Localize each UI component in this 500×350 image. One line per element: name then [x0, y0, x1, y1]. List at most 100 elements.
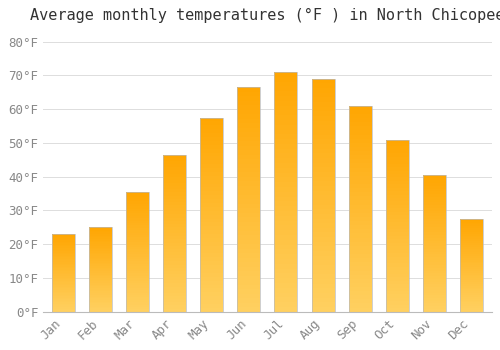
Bar	[164, 230, 186, 233]
Bar	[348, 275, 372, 279]
Bar	[386, 260, 408, 264]
Bar	[238, 159, 260, 163]
Bar	[422, 252, 446, 254]
Bar	[274, 77, 297, 82]
Bar	[386, 215, 408, 219]
Bar	[238, 199, 260, 204]
Bar	[312, 209, 334, 214]
Bar	[52, 237, 75, 239]
Bar	[89, 305, 112, 307]
Bar	[460, 273, 483, 274]
Bar	[164, 193, 186, 196]
Bar	[312, 181, 334, 186]
Bar	[238, 110, 260, 114]
Bar	[89, 241, 112, 243]
Bar	[422, 273, 446, 276]
Bar	[422, 230, 446, 232]
Bar	[89, 280, 112, 281]
Bar	[460, 236, 483, 237]
Bar	[164, 261, 186, 265]
Bar	[460, 291, 483, 293]
Bar	[422, 301, 446, 303]
Bar	[386, 305, 408, 308]
Bar	[422, 262, 446, 265]
Bar	[164, 265, 186, 268]
Bar	[422, 216, 446, 219]
Bar	[200, 226, 224, 230]
Bar	[126, 268, 149, 271]
Bar	[89, 296, 112, 298]
Bar	[422, 271, 446, 273]
Bar	[89, 295, 112, 296]
Bar	[422, 178, 446, 181]
Bar	[238, 128, 260, 132]
Bar	[312, 260, 334, 265]
Bar	[52, 309, 75, 310]
Bar	[126, 218, 149, 220]
Bar	[126, 266, 149, 268]
Bar	[312, 246, 334, 251]
Bar	[274, 101, 297, 106]
Bar	[126, 288, 149, 290]
Bar	[312, 107, 334, 111]
Bar	[164, 199, 186, 202]
Bar	[274, 249, 297, 254]
Bar	[126, 281, 149, 283]
Bar	[52, 288, 75, 290]
Bar	[200, 265, 224, 269]
Bar	[274, 302, 297, 307]
Bar	[348, 250, 372, 254]
Bar	[460, 258, 483, 260]
Bar	[89, 246, 112, 247]
Bar	[274, 211, 297, 216]
Bar	[348, 151, 372, 155]
Bar	[238, 294, 260, 298]
Bar	[312, 79, 334, 312]
Bar	[126, 283, 149, 285]
Bar	[348, 122, 372, 126]
Bar	[348, 229, 372, 233]
Bar	[52, 268, 75, 270]
Bar	[386, 250, 408, 253]
Bar	[348, 143, 372, 147]
Bar	[274, 235, 297, 240]
Bar	[460, 232, 483, 234]
Bar	[348, 155, 372, 159]
Bar	[274, 144, 297, 149]
Bar	[348, 180, 372, 184]
Bar	[164, 161, 186, 164]
Bar	[238, 307, 260, 312]
Bar	[52, 250, 75, 251]
Bar	[164, 233, 186, 236]
Bar	[386, 205, 408, 208]
Bar	[312, 190, 334, 195]
Bar	[348, 184, 372, 188]
Bar	[312, 256, 334, 260]
Bar	[126, 199, 149, 202]
Bar	[422, 276, 446, 279]
Bar	[422, 254, 446, 257]
Bar	[89, 258, 112, 259]
Bar	[238, 119, 260, 123]
Bar	[52, 273, 75, 274]
Bar	[348, 114, 372, 118]
Bar	[52, 246, 75, 248]
Bar	[422, 197, 446, 199]
Bar	[164, 268, 186, 271]
Bar	[312, 223, 334, 228]
Bar	[200, 218, 224, 222]
Bar	[460, 224, 483, 226]
Bar	[200, 222, 224, 226]
Bar	[164, 246, 186, 249]
Bar	[386, 163, 408, 167]
Bar	[89, 253, 112, 254]
Bar	[460, 261, 483, 264]
Bar	[89, 268, 112, 270]
Bar	[348, 106, 372, 312]
Bar	[164, 186, 186, 189]
Bar	[386, 291, 408, 294]
Bar	[164, 196, 186, 199]
Bar	[348, 139, 372, 143]
Bar	[274, 220, 297, 225]
Bar	[312, 251, 334, 256]
